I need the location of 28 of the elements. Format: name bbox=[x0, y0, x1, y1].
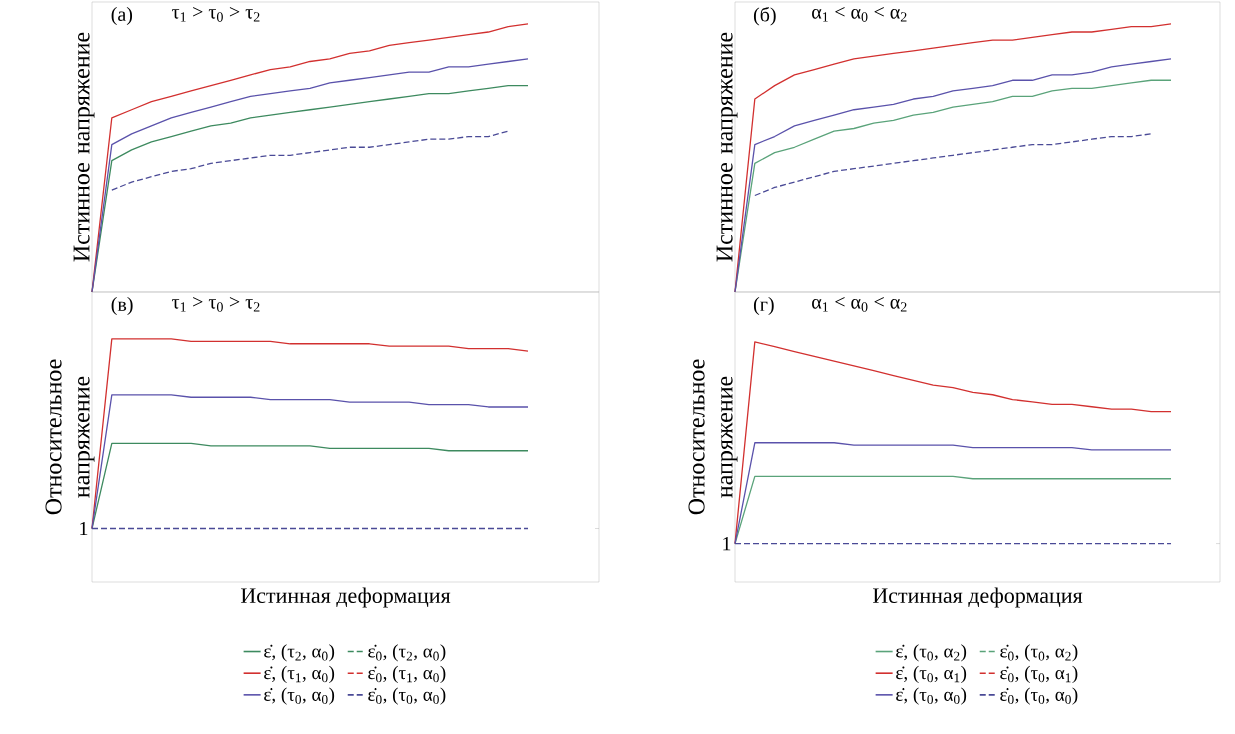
text: τ$_{1}$ > τ$_{0}$ > τ$_{2}$ bbox=[172, 296, 260, 312]
legend-label: ε̇, (τ$_{1}$, α$_{0}$) bbox=[264, 665, 335, 684]
text: α$_{1}$ < α$_{0}$ < α$_{2}$ bbox=[812, 296, 907, 312]
text: (г) bbox=[753, 296, 774, 316]
legend-label: ε̇, (τ$_{0}$, α$_{0}$) bbox=[896, 687, 967, 705]
legend-label: ε̇, (τ$_{0}$, α$_{2}$) bbox=[896, 644, 967, 662]
legend-label: ε̇$_{0}$, (τ$_{0}$, α$_{1}$) bbox=[1000, 665, 1078, 684]
legend-label: ε̇$_{0}$, (τ$_{0}$, α$_{0}$) bbox=[1000, 687, 1078, 705]
text: α$_{1}$ < α$_{0}$ < α$_{2}$ bbox=[812, 6, 907, 22]
annotation: (а) bbox=[111, 6, 133, 26]
text: 1 bbox=[723, 536, 731, 551]
text: τ$_{1}$ > τ$_{0}$ > τ$_{2}$ bbox=[172, 6, 260, 22]
legend-label: ε̇, (τ$_{2}$, α$_{0}$) bbox=[264, 644, 335, 662]
y-axis-title: Относительное напряжение bbox=[45, 359, 95, 515]
annotation: (б) bbox=[753, 6, 776, 26]
x-axis-title: Истинная деформация bbox=[240, 587, 451, 608]
text: 1 bbox=[80, 521, 88, 536]
y-axis-title: Истинное напряжение bbox=[73, 32, 95, 262]
x-axis-title: Истинная деформация bbox=[872, 587, 1083, 608]
legend-label: ε̇$_{0}$, (τ$_{0}$, α$_{0}$) bbox=[368, 687, 446, 705]
legend-label: ε̇, (τ$_{0}$, α$_{1}$) bbox=[896, 665, 967, 684]
legend-label: ε̇$_{0}$, (τ$_{2}$, α$_{0}$) bbox=[368, 644, 446, 662]
text: (в) bbox=[111, 296, 133, 316]
legend-label: ε̇, (τ$_{0}$, α$_{0}$) bbox=[264, 687, 335, 705]
y-axis-title: Относительное напряжение bbox=[688, 359, 738, 515]
y-axis-title: Истинное напряжение bbox=[716, 32, 738, 262]
legend-label: ε̇$_{0}$, (τ$_{0}$, α$_{2}$) bbox=[1000, 644, 1078, 662]
legend-label: ε̇$_{0}$, (τ$_{1}$, α$_{0}$) bbox=[368, 665, 446, 684]
